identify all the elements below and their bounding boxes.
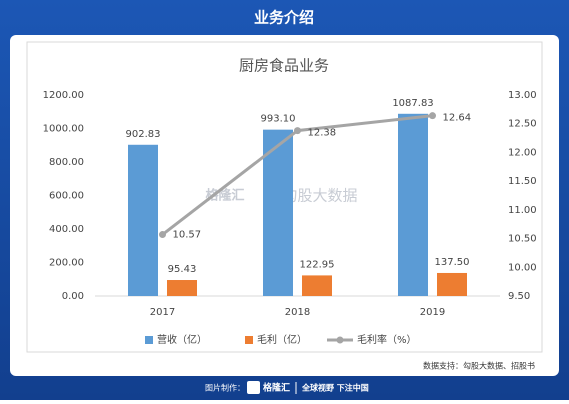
footer-slogan: 全球视野 下注中国 <box>301 383 369 393</box>
footer-made-by: 图片制作： <box>205 383 245 393</box>
legend-label: 毛利率（%） <box>357 333 417 346</box>
line-point <box>429 112 436 120</box>
watermark: 勾股大数据 <box>282 187 357 205</box>
y-tick-label: 1200.00 <box>43 90 84 101</box>
data-label: 1087.83 <box>392 98 433 109</box>
data-label: 993.10 <box>261 114 296 125</box>
header-title: 业务介绍 <box>254 9 314 27</box>
bar <box>167 280 197 296</box>
y2-tick-label: 12.00 <box>508 147 537 158</box>
data-label: 12.38 <box>308 128 337 139</box>
y-tick-label: 1000.00 <box>43 124 84 135</box>
line-point <box>159 231 166 239</box>
watermark: 格隆汇 <box>205 188 244 204</box>
bar <box>128 144 158 296</box>
y2-tick-label: 13.00 <box>508 90 537 101</box>
footer-brand: 格隆汇 <box>263 382 290 394</box>
y-tick-label: 600.00 <box>49 191 84 202</box>
legend-swatch <box>145 336 153 344</box>
data-label: 122.95 <box>300 259 335 270</box>
source: 数据支持：勾股大数据、招股书 <box>423 361 535 371</box>
chart-title: 厨房食品业务 <box>239 57 329 75</box>
x-tick-label: 2018 <box>285 307 310 318</box>
y2-tick-label: 11.50 <box>508 176 537 187</box>
bar <box>263 129 293 296</box>
data-label: 902.83 <box>126 129 161 140</box>
y-tick-label: 0.00 <box>62 291 84 302</box>
legend-swatch <box>245 336 253 344</box>
y2-tick-label: 9.50 <box>508 291 530 302</box>
legend-label: 毛利（亿） <box>257 333 307 346</box>
bar <box>437 272 467 296</box>
y2-tick-label: 12.50 <box>508 119 537 130</box>
y2-tick-label: 11.00 <box>508 205 537 216</box>
data-label: 10.57 <box>173 230 202 241</box>
y2-tick-label: 10.50 <box>508 234 537 245</box>
chart-frame <box>26 41 543 353</box>
footer-logo <box>247 381 260 394</box>
y-tick-label: 200.00 <box>49 258 84 269</box>
bar <box>302 275 332 296</box>
legend-label: 营收（亿） <box>157 333 207 346</box>
x-tick-label: 2017 <box>150 307 175 318</box>
legend-dot <box>336 336 344 344</box>
y-tick-label: 400.00 <box>49 224 84 235</box>
y2-tick-label: 10.00 <box>508 262 537 273</box>
line-point <box>294 127 301 135</box>
y-tick-label: 800.00 <box>49 157 84 168</box>
x-tick-label: 2019 <box>420 307 445 318</box>
data-label: 12.64 <box>443 113 472 124</box>
bar <box>398 113 428 296</box>
data-label: 95.43 <box>168 264 197 275</box>
data-label: 137.50 <box>435 257 470 268</box>
